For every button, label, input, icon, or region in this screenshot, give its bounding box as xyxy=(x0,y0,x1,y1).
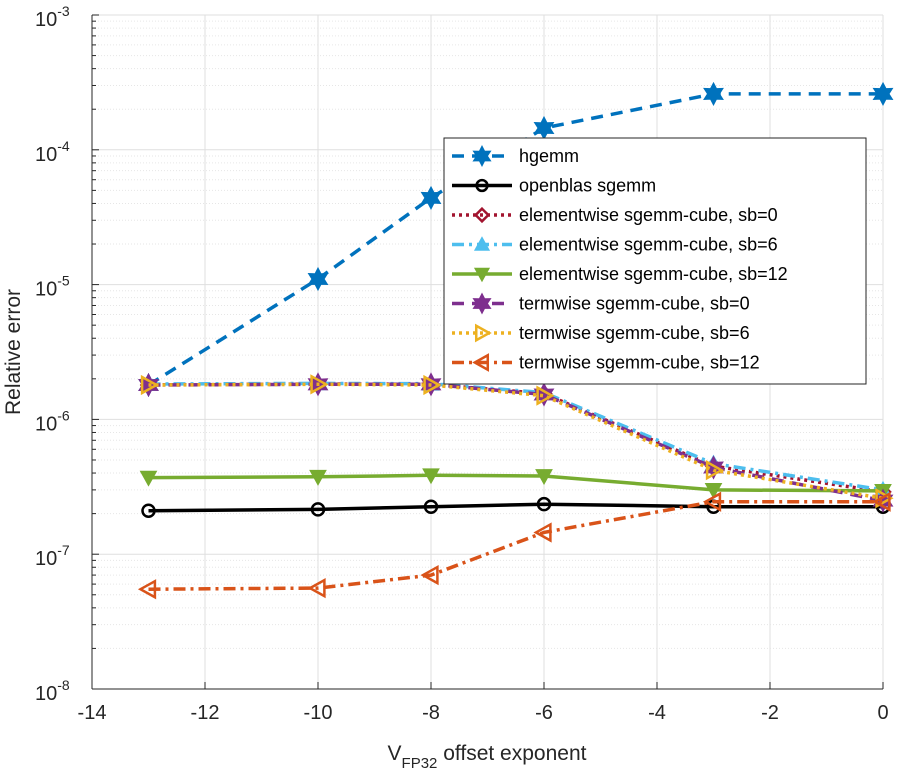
x-axis-title-main: V xyxy=(388,742,402,765)
data-point xyxy=(140,374,160,396)
data-point xyxy=(139,470,158,487)
data-point xyxy=(872,491,891,512)
legend: hgemm openblas sgemm elementwise sgemm-cub… xyxy=(443,137,867,385)
legend-label: termwise sgemm-cube, sb=12 xyxy=(519,353,760,373)
data-point xyxy=(307,578,326,599)
legend-label: elementwise sgemm-cube, sb=0 xyxy=(519,205,778,225)
data-point xyxy=(141,503,156,519)
series-line xyxy=(148,381,884,492)
x-axis-title-rest: offset exponent xyxy=(437,742,586,765)
legend-marker xyxy=(473,236,491,251)
legend-marker xyxy=(473,267,491,283)
data-point xyxy=(703,81,724,106)
y-tick-label: 10-4 xyxy=(35,138,70,166)
x-tick-label: -14 xyxy=(78,702,107,724)
y-axis-title: Relative error xyxy=(2,289,25,415)
x-tick-label: -2 xyxy=(761,702,779,724)
legend-marker xyxy=(474,323,492,343)
data-point xyxy=(423,374,442,396)
legend-item: elementwise sgemm-cube, sb=0 xyxy=(452,205,778,225)
legend-item: termwise sgemm-cube, sb=6 xyxy=(452,323,750,343)
data-point xyxy=(533,382,555,407)
legend-item: termwise sgemm-cube, sb=0 xyxy=(452,292,750,315)
y-tick-label: 10-3 xyxy=(35,3,70,31)
data-point xyxy=(536,385,555,406)
y-tick-label: 10-7 xyxy=(35,542,70,570)
legend-marker xyxy=(472,353,490,372)
legend-label: openblas sgemm xyxy=(519,176,656,196)
x-axis-title: VFP32 offset exponent xyxy=(388,742,587,772)
legend-label: elementwise sgemm-cube, sb=6 xyxy=(519,235,778,255)
y-tick-label: 10-8 xyxy=(35,677,70,705)
y-tick-label: 10-5 xyxy=(35,273,70,301)
legend-label: elementwise sgemm-cube, sb=12 xyxy=(519,264,788,284)
data-point xyxy=(703,455,724,480)
x-tick-label: -4 xyxy=(648,702,666,724)
data-point xyxy=(307,266,329,292)
legend-marker xyxy=(473,206,491,224)
legend-marker xyxy=(472,292,492,315)
data-point xyxy=(310,502,326,517)
data-point xyxy=(705,460,725,481)
data-point xyxy=(875,488,894,509)
data-point xyxy=(533,522,552,543)
series-line xyxy=(148,473,884,493)
legend-item: elementwise sgemm-cube, sb=12 xyxy=(452,264,788,284)
x-tick-label: -10 xyxy=(304,702,333,724)
series-lines xyxy=(137,81,894,600)
data-point xyxy=(420,564,439,586)
data-point xyxy=(536,496,552,512)
series-4 xyxy=(139,468,892,500)
series-line xyxy=(148,502,883,513)
series-line xyxy=(148,382,884,501)
legend-label: hgemm xyxy=(519,146,579,166)
x-axis-title-subscript: FP32 xyxy=(402,755,438,772)
legend-marker xyxy=(475,178,489,193)
legend-item: elementwise sgemm-cube, sb=6 xyxy=(452,235,778,255)
legend-item: hgemm xyxy=(452,145,579,167)
x-tick-labels: -14 -12 -10 -8 -6 -4 -2 0 xyxy=(78,702,889,724)
data-point xyxy=(309,469,327,486)
axes xyxy=(91,14,884,690)
data-point xyxy=(422,468,440,485)
data-point xyxy=(420,185,442,210)
x-tick-label: -8 xyxy=(422,702,440,724)
data-point xyxy=(702,491,722,512)
series-7 xyxy=(137,491,891,600)
data-point xyxy=(535,469,553,486)
data-point xyxy=(872,81,894,106)
x-tick-label: 0 xyxy=(877,702,888,724)
data-point xyxy=(137,579,157,600)
series-6 xyxy=(140,374,894,509)
legend-item: termwise sgemm-cube, sb=12 xyxy=(452,353,760,373)
data-point xyxy=(423,499,439,514)
data-point xyxy=(310,374,329,395)
y-tick-labels: 10-8 10-7 10-6 10-5 10-4 10-3 xyxy=(35,3,70,705)
data-point xyxy=(704,482,723,499)
x-tick-label: -6 xyxy=(535,702,553,724)
legend-item: openblas sgemm xyxy=(452,176,656,196)
legend-box xyxy=(443,137,867,385)
y-tick-label: 10-6 xyxy=(35,407,70,435)
series-line xyxy=(148,499,883,591)
legend-label: termwise sgemm-cube, sb=0 xyxy=(519,294,750,314)
x-tick-label: -12 xyxy=(191,702,220,724)
legend-label: termwise sgemm-cube, sb=6 xyxy=(519,323,750,343)
legend-marker xyxy=(472,145,492,167)
